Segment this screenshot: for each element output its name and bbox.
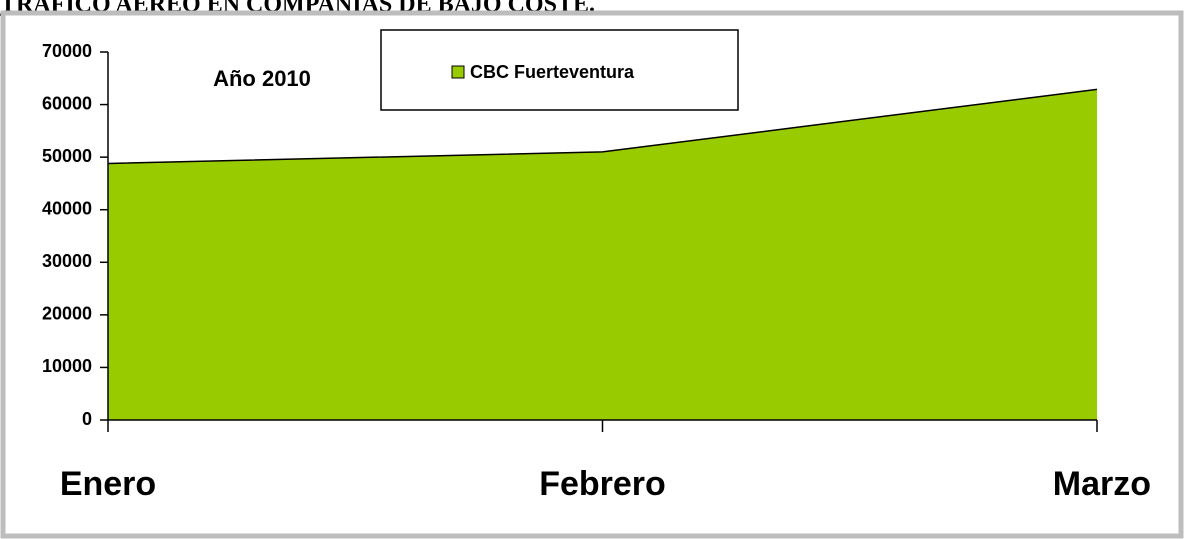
y-tick-label: 60000 (42, 93, 92, 113)
y-tick-label: 30000 (42, 251, 92, 271)
area (108, 89, 1097, 420)
legend-swatch (451, 65, 465, 79)
annotation: Año 2010 (213, 66, 311, 91)
x-tick-label: Marzo (1053, 465, 1151, 503)
legend-box (380, 29, 739, 111)
y-tick-label: 50000 (42, 146, 92, 166)
area-outline (107, 88, 1098, 165)
y-tick-label: 40000 (42, 198, 92, 218)
y-tick-label: 70000 (42, 41, 92, 61)
y-tick-label: 10000 (42, 356, 92, 376)
x-tick-label: Febrero (539, 465, 666, 503)
x-tick-label: Enero (60, 465, 156, 503)
y-tick-label: 0 (82, 409, 92, 429)
legend-label: CBC Fuerteventura (470, 62, 635, 82)
y-tick-label: 20000 (42, 304, 92, 324)
